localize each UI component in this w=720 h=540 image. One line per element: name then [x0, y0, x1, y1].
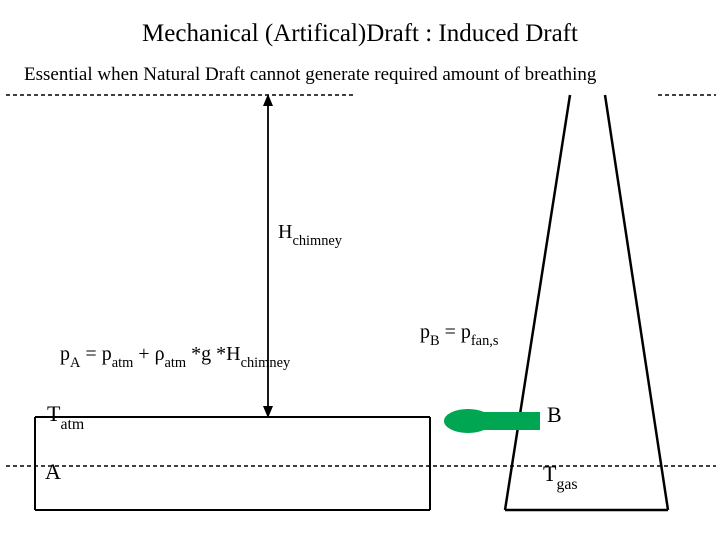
fan-duct: [468, 412, 540, 430]
page-title: Mechanical (Artifical)Draft : Induced Dr…: [0, 20, 720, 48]
label-tgas: Tgas: [543, 461, 578, 491]
height-arrow-top: [263, 94, 273, 106]
label-B: B: [547, 402, 562, 428]
chimney-right: [605, 95, 668, 510]
label-pB-eq: pB = pfan,s: [420, 321, 498, 348]
page-subtitle: Essential when Natural Draft cannot gene…: [24, 64, 596, 86]
height-arrow-bottom: [263, 406, 273, 418]
label-pA-eq: pA = patm + ρatm *g *Hchimney: [60, 343, 290, 370]
fan-ellipse: [444, 409, 492, 433]
label-A: A: [45, 459, 61, 485]
label-h-chimney: Hchimney: [278, 221, 342, 248]
label-tatm: Tatm: [47, 401, 84, 431]
chimney-left: [505, 95, 570, 510]
